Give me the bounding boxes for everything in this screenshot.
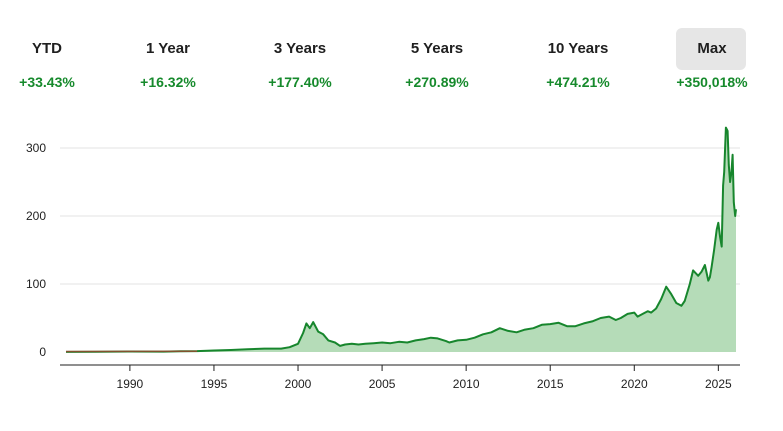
- x-axis-ticks: 1990 1995 2000 2005 2010 2015 2020 2025: [117, 365, 732, 391]
- y-axis-ticks: 0 100 200 300: [26, 141, 46, 359]
- period-change: +350,018%: [676, 74, 748, 90]
- period-10-years[interactable]: 10 Years +474.21%: [523, 28, 633, 98]
- period-tab-background: [676, 28, 746, 70]
- period-label: 5 Years: [410, 40, 464, 57]
- y-tick-label: 0: [39, 345, 46, 359]
- period-change: +474.21%: [546, 74, 610, 90]
- period-change: +270.89%: [405, 74, 469, 90]
- x-tick-label: 2005: [369, 377, 396, 391]
- x-tick-label: 2000: [285, 377, 312, 391]
- price-line: [65, 126, 737, 353]
- period-label: 3 Years: [273, 40, 327, 57]
- period-label: YTD: [32, 40, 62, 57]
- period-label: Max: [697, 40, 727, 57]
- x-tick-label: 2020: [621, 377, 648, 391]
- x-tick-label: 2015: [537, 377, 564, 391]
- period-change: +177.40%: [268, 74, 332, 90]
- period-change: +16.32%: [140, 74, 196, 90]
- period-selector: YTD +33.43% 1 Year +16.32% 3 Years +177.…: [0, 0, 783, 110]
- y-tick-label: 100: [26, 277, 46, 291]
- x-tick-label: 2010: [453, 377, 480, 391]
- period-3-years[interactable]: 3 Years +177.40%: [245, 28, 355, 98]
- period-max[interactable]: Max +350,018%: [657, 28, 767, 98]
- period-label: 10 Years: [547, 40, 609, 57]
- period-label: 1 Year: [146, 40, 190, 57]
- period-change: +33.43%: [19, 74, 75, 90]
- x-tick-label: 1995: [201, 377, 228, 391]
- x-tick-label: 1990: [117, 377, 144, 391]
- price-area: [66, 127, 736, 352]
- period-1-year[interactable]: 1 Year +16.32%: [113, 28, 223, 98]
- period-ytd[interactable]: YTD +33.43%: [0, 28, 102, 98]
- y-tick-label: 200: [26, 209, 46, 223]
- y-tick-label: 300: [26, 141, 46, 155]
- gridlines: [60, 147, 740, 285]
- period-5-years[interactable]: 5 Years +270.89%: [382, 28, 492, 98]
- x-tick-label: 2025: [705, 377, 732, 391]
